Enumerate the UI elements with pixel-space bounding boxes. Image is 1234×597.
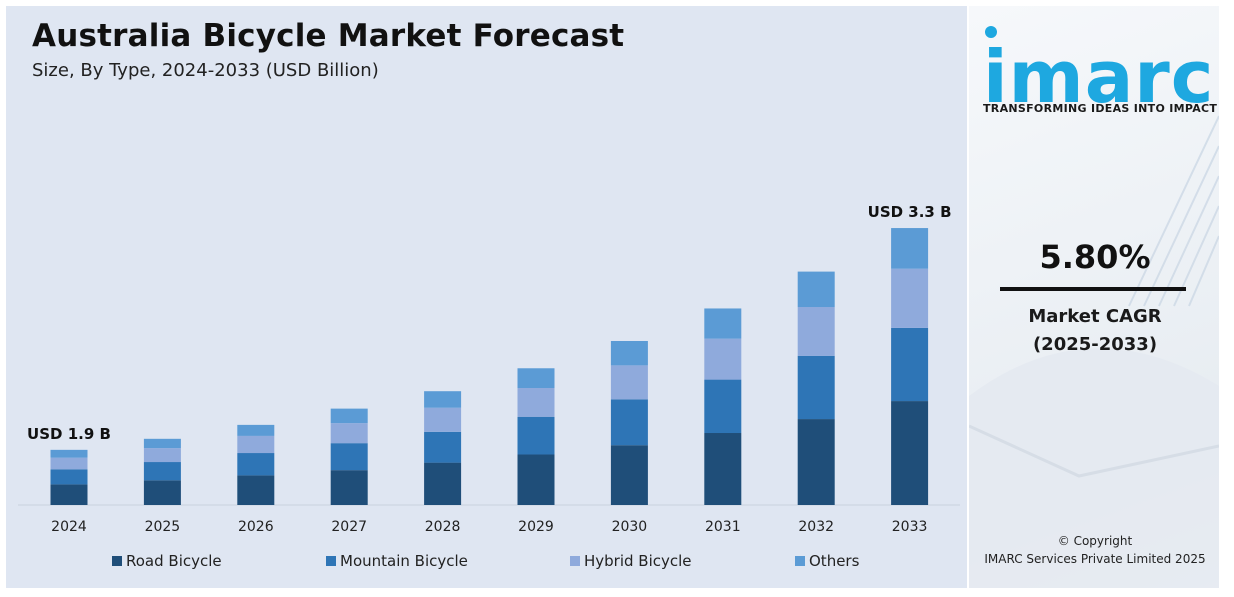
imarc-logo: imarc bbox=[983, 26, 1213, 110]
x-tick-label-2029: 2029 bbox=[518, 519, 554, 535]
bar-segment-road-bicycle-2033 bbox=[891, 401, 929, 505]
x-tick-label-2028: 2028 bbox=[425, 519, 461, 535]
bar-segment-mountain-bicycle-2032 bbox=[797, 355, 835, 420]
chart-title: Australia Bicycle Market Forecast bbox=[32, 18, 625, 54]
legend-swatch bbox=[326, 556, 336, 566]
copyright-text: © Copyright bbox=[1057, 534, 1133, 548]
brand-tagline: TRANSFORMING IDEAS INTO IMPACT bbox=[983, 102, 1218, 115]
bar-segment-others-2025 bbox=[143, 438, 181, 449]
x-tick-label-2026: 2026 bbox=[238, 519, 274, 535]
bar-segment-hybrid-bicycle-2031 bbox=[704, 338, 742, 380]
cagr-value: 5.80% bbox=[1039, 238, 1151, 276]
legend-swatch bbox=[795, 556, 805, 566]
bar-segment-road-bicycle-2030 bbox=[610, 445, 648, 505]
bar-segment-mountain-bicycle-2026 bbox=[237, 453, 275, 476]
chart-legend: Road Bicycle Mountain Bicycle Hybrid Bicyc… bbox=[112, 552, 859, 570]
bar-segment-others-2031 bbox=[704, 308, 742, 339]
bar-segment-hybrid-bicycle-2028 bbox=[424, 407, 462, 432]
bar-segment-hybrid-bicycle-2029 bbox=[517, 388, 555, 417]
bar-segment-others-2030 bbox=[610, 340, 648, 366]
x-tick-label-2032: 2032 bbox=[798, 519, 834, 535]
cagr-divider bbox=[1000, 287, 1186, 291]
legend-item-mountain-bicycle: Mountain Bicycle bbox=[326, 552, 570, 570]
bar-segment-hybrid-bicycle-2026 bbox=[237, 435, 275, 454]
bar-segment-mountain-bicycle-2027 bbox=[330, 443, 368, 471]
bar-segment-others-2029 bbox=[517, 368, 555, 389]
bar-segment-mountain-bicycle-2029 bbox=[517, 416, 555, 455]
chart-subtitle: Size, By Type, 2024-2033 (USD Billion) bbox=[32, 60, 379, 81]
legend-item-others: Others bbox=[795, 552, 859, 570]
bar-segment-others-2024 bbox=[50, 449, 88, 458]
legend-item-hybrid-bicycle: Hybrid Bicycle bbox=[570, 552, 795, 570]
bar-segment-mountain-bicycle-2024 bbox=[50, 469, 88, 485]
bar-segment-mountain-bicycle-2025 bbox=[143, 462, 181, 481]
x-tick-label-2030: 2030 bbox=[612, 519, 648, 535]
legend-swatch bbox=[570, 556, 580, 566]
legend-label: Road Bicycle bbox=[126, 552, 222, 570]
bar-segment-others-2032 bbox=[797, 271, 835, 308]
bar-segment-road-bicycle-2027 bbox=[330, 470, 368, 505]
background-decoration bbox=[969, 115, 1219, 588]
legend-label: Mountain Bicycle bbox=[340, 552, 468, 570]
chart-plot: 2024 USD 1.9 B 2025 2026 2027 2028 2029 2030 203… bbox=[18, 203, 960, 535]
x-tick-label-2025: 2025 bbox=[145, 519, 181, 535]
bar-segment-hybrid-bicycle-2025 bbox=[143, 448, 181, 463]
total-label-2024: USD 1.9 B bbox=[27, 425, 111, 443]
bar-segment-mountain-bicycle-2033 bbox=[891, 327, 929, 402]
bar-segment-road-bicycle-2032 bbox=[797, 419, 835, 505]
x-tick-label-2027: 2027 bbox=[331, 519, 367, 535]
bar-segment-road-bicycle-2029 bbox=[517, 454, 555, 505]
company-name: IMARC Services Private Limited 2025 bbox=[984, 552, 1206, 566]
bar-segment-mountain-bicycle-2030 bbox=[610, 399, 648, 446]
bar-segment-others-2027 bbox=[330, 408, 368, 424]
bar-segment-road-bicycle-2025 bbox=[143, 480, 181, 505]
bar-segment-others-2033 bbox=[891, 228, 929, 269]
bar-segment-road-bicycle-2031 bbox=[704, 433, 742, 505]
bar-segment-hybrid-bicycle-2030 bbox=[610, 365, 648, 400]
bar-segment-road-bicycle-2024 bbox=[50, 484, 88, 505]
logo-wordmark: imarc bbox=[983, 35, 1213, 110]
bar-segment-hybrid-bicycle-2024 bbox=[50, 457, 88, 470]
bar-segment-others-2028 bbox=[424, 391, 462, 408]
cagr-label: Market CAGR bbox=[1028, 306, 1162, 327]
x-tick-label-2031: 2031 bbox=[705, 519, 741, 535]
total-label-2033: USD 3.3 B bbox=[868, 203, 952, 221]
side-panel: imarc TRANSFORMING IDEAS INTO IMPACT 5.8… bbox=[969, 6, 1219, 588]
x-tick-label-2024: 2024 bbox=[51, 519, 87, 535]
legend-label: Others bbox=[809, 552, 860, 570]
x-tick-label-2033: 2033 bbox=[892, 519, 928, 535]
bar-segment-mountain-bicycle-2031 bbox=[704, 379, 742, 434]
bar-segment-road-bicycle-2026 bbox=[237, 475, 275, 505]
bar-segment-hybrid-bicycle-2027 bbox=[330, 423, 368, 444]
bar-segment-hybrid-bicycle-2032 bbox=[797, 307, 835, 356]
bar-segment-hybrid-bicycle-2033 bbox=[891, 268, 929, 328]
legend-label: Hybrid Bicycle bbox=[584, 552, 692, 570]
legend-item-road-bicycle: Road Bicycle bbox=[112, 552, 326, 570]
bar-segment-mountain-bicycle-2028 bbox=[424, 431, 462, 463]
cagr-period: (2025-2033) bbox=[1032, 334, 1158, 355]
bar-segment-road-bicycle-2028 bbox=[424, 462, 462, 505]
legend-swatch bbox=[112, 556, 122, 566]
bar-segment-others-2026 bbox=[237, 424, 275, 436]
